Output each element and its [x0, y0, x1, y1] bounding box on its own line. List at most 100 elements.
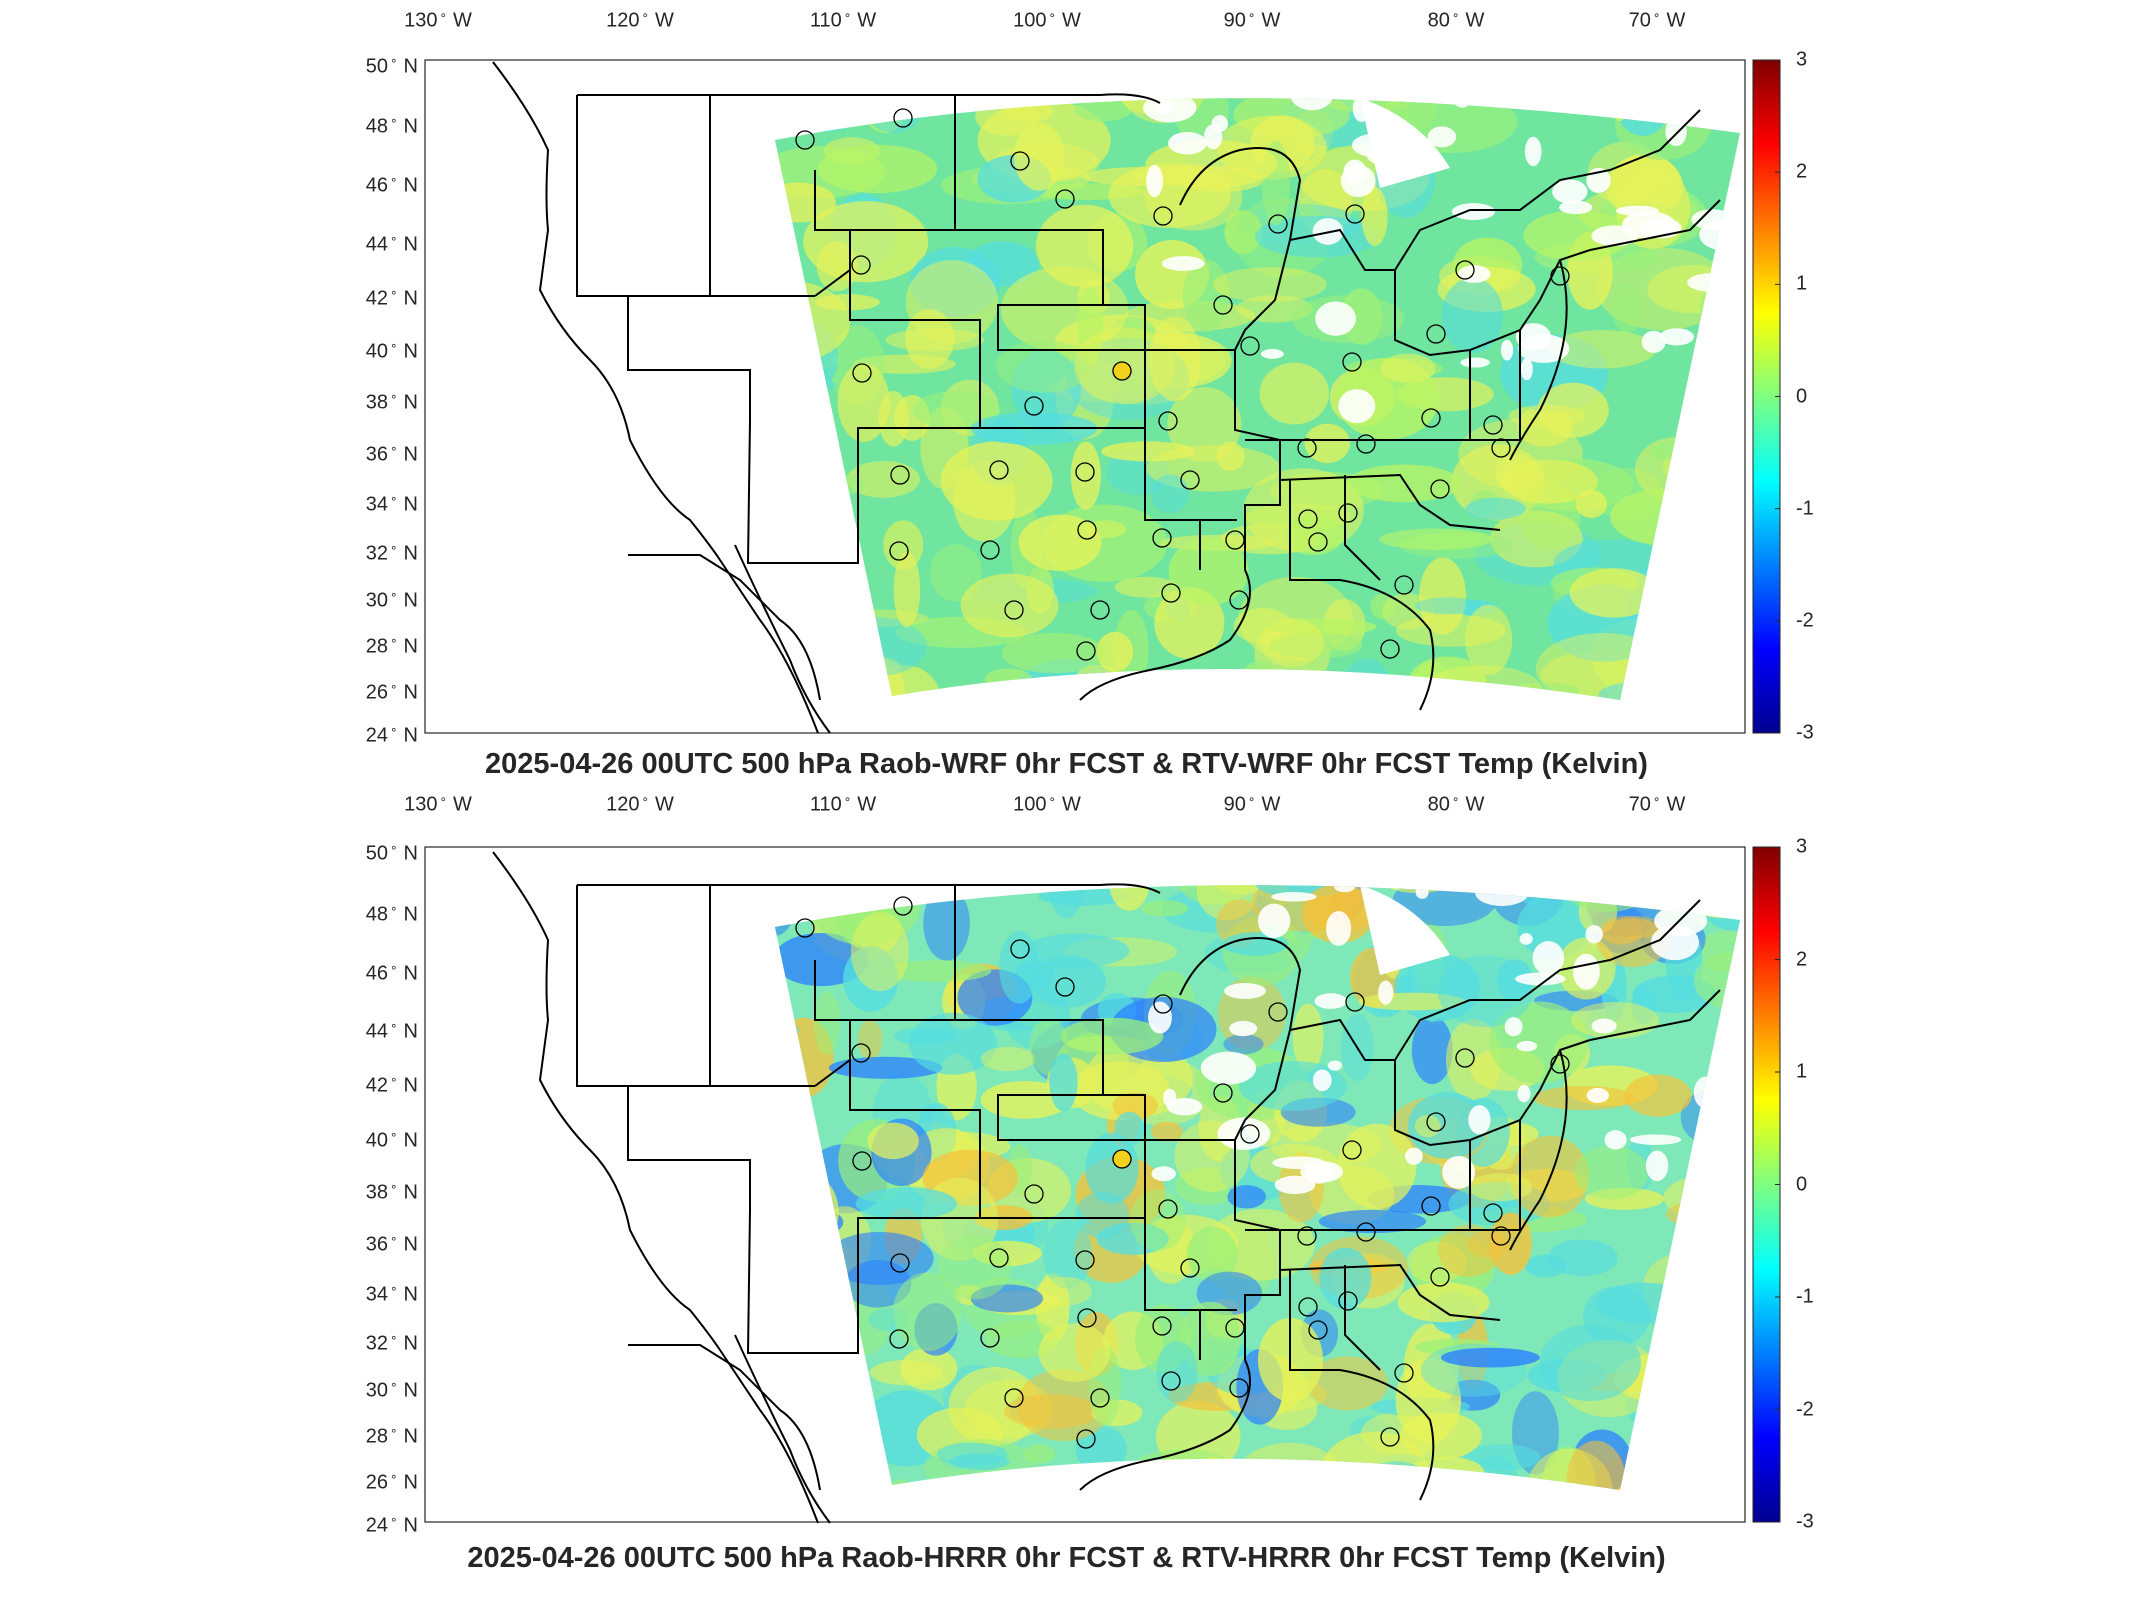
- raob-station-marker: [1338, 503, 1358, 523]
- raob-station-marker: [889, 541, 909, 561]
- raob-station-marker: [1075, 462, 1095, 482]
- raob-station-marker: [1426, 1112, 1446, 1132]
- latitude-label: 46 ∘ N: [365, 172, 418, 197]
- raob-station-marker: [1297, 438, 1317, 458]
- latitude-label: 24 ∘ N: [365, 722, 418, 747]
- raob-station-marker: [1421, 1196, 1441, 1216]
- latitude-label: 44 ∘ N: [365, 231, 418, 256]
- raob-station-marker: [1161, 1371, 1181, 1391]
- raob-station-marker: [795, 918, 815, 938]
- raob-station-marker: [1342, 1140, 1362, 1160]
- raob-station-marker: [1483, 415, 1503, 435]
- raob-station-marker: [1152, 1316, 1172, 1336]
- raob-station-marker: [1455, 1048, 1475, 1068]
- raob-station-marker: [851, 255, 871, 275]
- raob-station-marker: [1180, 470, 1200, 490]
- longitude-label: 70 ∘ W: [1628, 792, 1686, 816]
- raob-station-marker: [1342, 352, 1362, 372]
- colorbar-tick-label: -3: [1796, 721, 1814, 744]
- raob-station-marker: [1268, 1002, 1288, 1022]
- raob-station-marker: [1380, 639, 1400, 659]
- latitude-label: 46 ∘ N: [365, 960, 418, 985]
- raob-station-marker: [1225, 530, 1245, 550]
- latitude-label: 48 ∘ N: [365, 901, 418, 926]
- raob-station-marker: [1356, 1222, 1376, 1242]
- raob-station-marker: [980, 540, 1000, 560]
- raob-station-marker: [1550, 266, 1570, 286]
- raob-station-marker: [852, 363, 872, 383]
- latitude-label: 42 ∘ N: [365, 285, 418, 310]
- colorbar-tick-label: 2: [1796, 160, 1808, 183]
- longitude-label: 90 ∘ W: [1223, 8, 1281, 32]
- raob-station-marker: [1153, 994, 1173, 1014]
- raob-station-marker: [889, 1329, 909, 1349]
- latitude-label: 50 ∘ N: [365, 53, 418, 78]
- raob-station-marker: [1153, 206, 1173, 226]
- latitude-label: 40 ∘ N: [365, 1127, 418, 1152]
- colorbar-tick-label: 3: [1796, 48, 1808, 71]
- colorbar-tick-label: 2: [1796, 948, 1808, 970]
- latitude-label: 44 ∘ N: [365, 1018, 418, 1043]
- longitude-label: 80 ∘ W: [1427, 8, 1485, 32]
- raob-station-marker: [1077, 520, 1097, 540]
- raob-station-marker: [1240, 1124, 1260, 1144]
- latitude-label: 38 ∘ N: [365, 389, 418, 414]
- raob-station-marker: [1161, 583, 1181, 603]
- raob-station-markers: [795, 108, 1570, 661]
- latitude-label: 50 ∘ N: [365, 840, 418, 865]
- raob-station-marker: [890, 465, 910, 485]
- raob-station-marker: [1421, 408, 1441, 428]
- longitude-label: 100 ∘ W: [1013, 792, 1081, 816]
- raob-station-marker: [1076, 1429, 1096, 1449]
- latitude-label: 38 ∘ N: [365, 1179, 418, 1204]
- colorbar-tick-label: -1: [1796, 1285, 1814, 1308]
- raob-station-marker: [1055, 189, 1075, 209]
- raob-station-marker: [852, 1151, 872, 1171]
- raob-station-marker: [1152, 528, 1172, 548]
- latitude-label: 26 ∘ N: [365, 1469, 418, 1494]
- raob-station-marker: [1345, 992, 1365, 1012]
- raob-station-marker: [1213, 1083, 1233, 1103]
- raob-station-marker: [893, 108, 913, 128]
- latitude-label: 42 ∘ N: [365, 1072, 418, 1097]
- state-boundaries: [492, 61, 1721, 734]
- colorbar-tick-label: -2: [1796, 609, 1814, 632]
- longitude-label: 90 ∘ W: [1223, 792, 1281, 816]
- raob-station-marker: [1308, 532, 1328, 552]
- latitude-label: 26 ∘ N: [365, 679, 418, 704]
- latitude-label: 32 ∘ N: [365, 540, 418, 565]
- raob-station-marker: [1430, 479, 1450, 499]
- raob-station-marker: [1158, 411, 1178, 431]
- raob-station-marker: [1004, 1388, 1024, 1408]
- raob-station-marker: [1297, 1226, 1317, 1246]
- colorbar-tick-label: 0: [1796, 1173, 1808, 1195]
- raob-station-marker: [795, 130, 815, 150]
- latitude-label: 28 ∘ N: [365, 633, 418, 658]
- colorbar-tick-label: -3: [1796, 1510, 1814, 1533]
- colorbar-tick-label: -2: [1796, 1398, 1814, 1420]
- raob-station-marker: [1394, 575, 1414, 595]
- raob-station-marker: [1158, 1199, 1178, 1219]
- raob-station-marker: [1213, 295, 1233, 315]
- longitude-label: 70 ∘ W: [1628, 8, 1686, 32]
- panel-raob-hrrr: 130 ∘ W 120 ∘ W 110 ∘ W 100 ∘ W 90 ∘ W 80 ∘ W 70 ∘ W 50 ∘ N 48 ∘…: [0, 790, 2133, 1600]
- raob-station-marker: [1075, 1250, 1095, 1270]
- longitude-label: 80 ∘ W: [1427, 792, 1485, 816]
- longitude-label: 120 ∘ W: [606, 792, 674, 816]
- raob-station-marker: [1345, 204, 1365, 224]
- raob-station-marker: [1268, 214, 1288, 234]
- longitude-label: 110 ∘ W: [809, 8, 877, 32]
- raob-station-marker: [893, 896, 913, 916]
- raob-station-marker: [1077, 1308, 1097, 1328]
- raob-station-markers: [795, 896, 1570, 1449]
- longitude-label: 130 ∘ W: [404, 792, 472, 816]
- raob-station-marker: [1380, 1427, 1400, 1447]
- raob-station-marker: [1426, 324, 1446, 344]
- longitude-label: 110 ∘ W: [809, 792, 877, 816]
- latitude-label: 40 ∘ N: [365, 338, 418, 363]
- raob-station-marker: [989, 460, 1009, 480]
- raob-station-marker: [1010, 151, 1030, 171]
- raob-station-marker: [1024, 396, 1044, 416]
- latitude-label: 36 ∘ N: [365, 1231, 418, 1256]
- raob-station-marker: [1225, 1318, 1245, 1338]
